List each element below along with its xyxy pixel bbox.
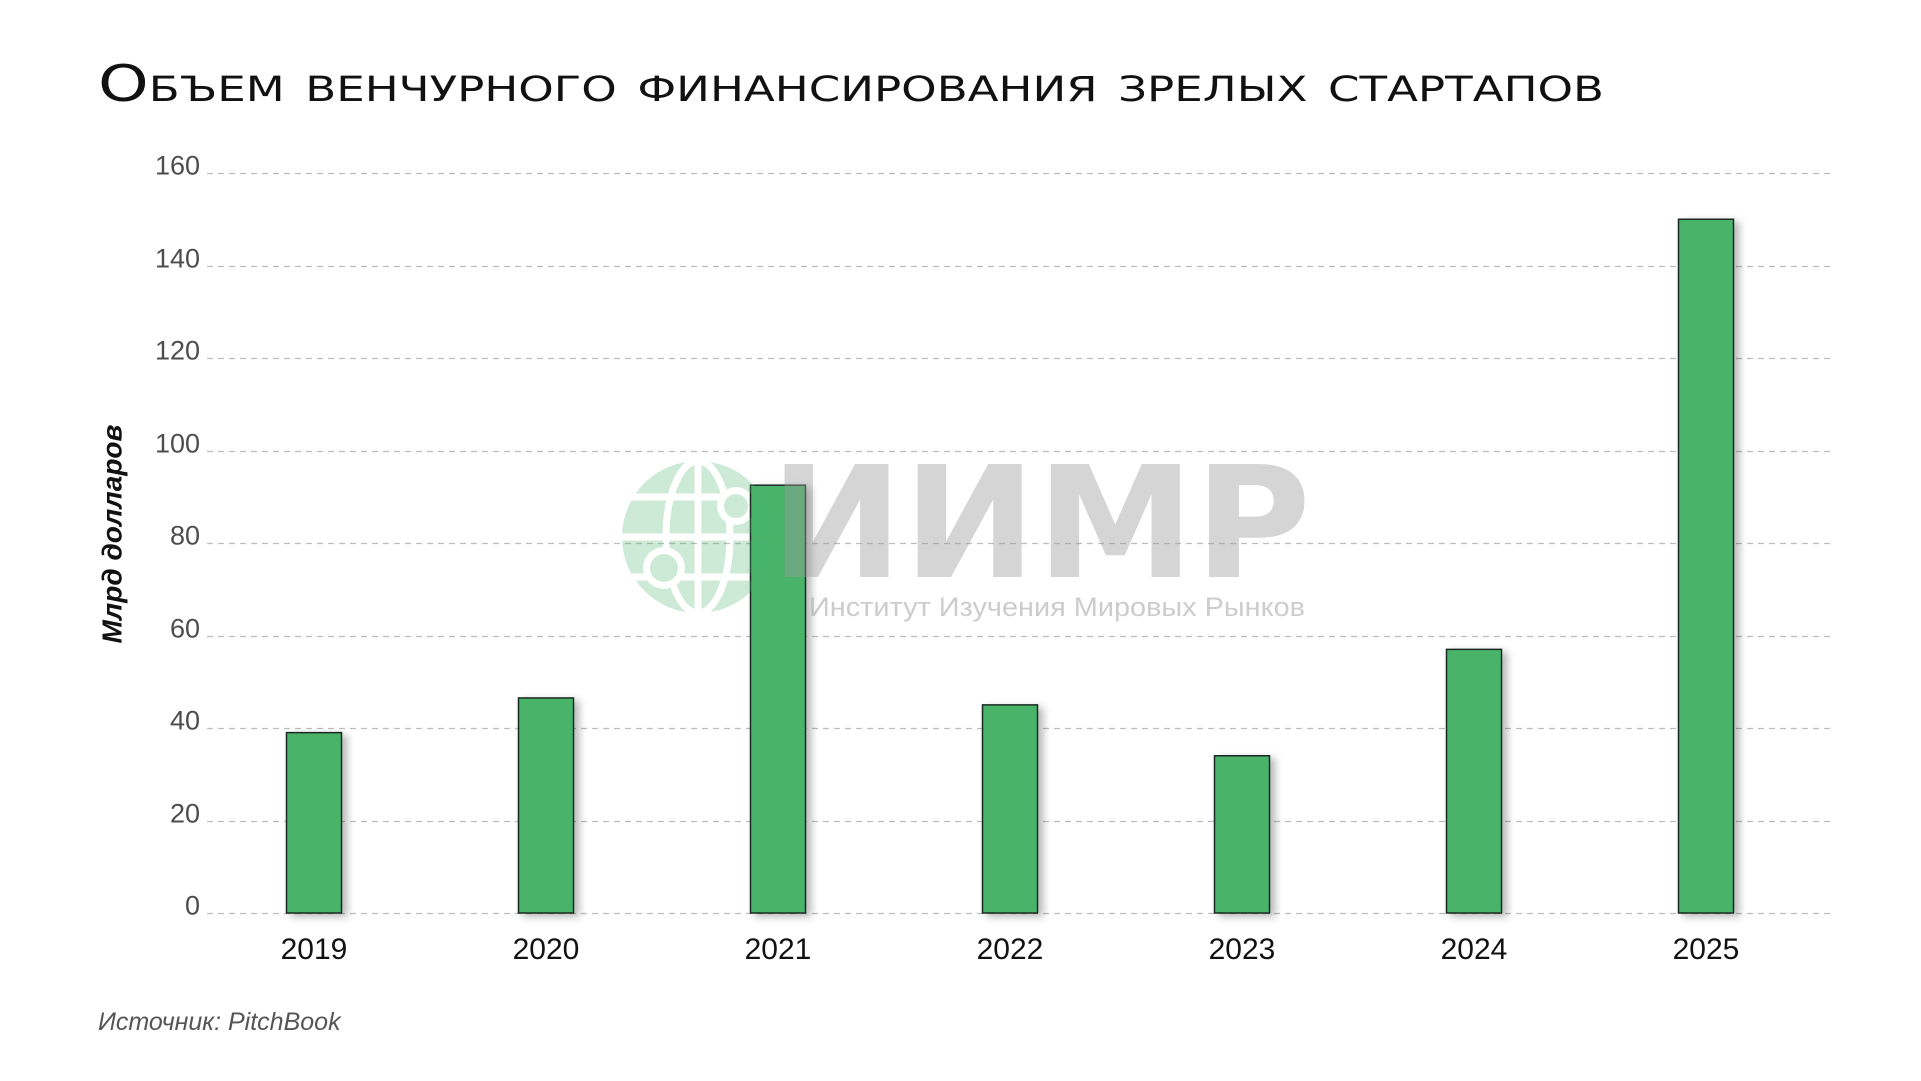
bar-2020: [517, 697, 575, 914]
source-note: Источник: PitchBook: [98, 1008, 342, 1036]
y-tick-label-140: 140: [155, 244, 200, 274]
x-tick-label-2023: 2023: [1209, 933, 1276, 966]
x-tick-label-2019: 2019: [281, 933, 348, 966]
watermark-logo-text: ИИМР: [770, 433, 1311, 614]
y-tick-label-0: 0: [185, 891, 200, 921]
y-tick-label-20: 20: [170, 799, 200, 829]
watermark-logo: ИИМР Институт Изучения Мировых Рынков: [622, 433, 1311, 622]
globe-icon: [622, 461, 774, 613]
bars: [285, 218, 1735, 914]
x-axis-labels: 2019 2020 2021 2022 2023 2024 2025: [281, 933, 1740, 966]
y-tick-label-60: 60: [170, 614, 200, 644]
gridlines: 0 20 40 60 80 100 120 140 160: [155, 151, 1831, 921]
chart-title: Объем венчурного финансирования зрелых с…: [98, 55, 1604, 113]
watermark-subtitle: Институт Изучения Мировых Рынков: [809, 592, 1305, 622]
y-axis-label: Млрд долларов: [97, 424, 128, 643]
x-tick-label-2024: 2024: [1441, 933, 1508, 966]
globe-node: [724, 494, 748, 518]
y-tick-label-40: 40: [170, 706, 200, 736]
bar-2024: [1445, 648, 1503, 914]
x-tick-label-2021: 2021: [745, 933, 812, 966]
bar-2022: [981, 704, 1039, 914]
x-tick-label-2022: 2022: [977, 933, 1044, 966]
bar-2021: [749, 484, 807, 914]
y-tick-label-120: 120: [155, 336, 200, 366]
bar-2019: [285, 731, 343, 914]
x-tick-label-2020: 2020: [513, 933, 580, 966]
bar-2025: [1677, 218, 1735, 914]
bar-2023: [1213, 755, 1271, 914]
globe-node: [650, 554, 678, 582]
y-tick-label-80: 80: [170, 521, 200, 551]
x-tick-label-2025: 2025: [1673, 933, 1740, 966]
y-tick-label-160: 160: [155, 151, 200, 181]
y-tick-label-100: 100: [155, 429, 200, 459]
globe-shape: [622, 461, 774, 613]
